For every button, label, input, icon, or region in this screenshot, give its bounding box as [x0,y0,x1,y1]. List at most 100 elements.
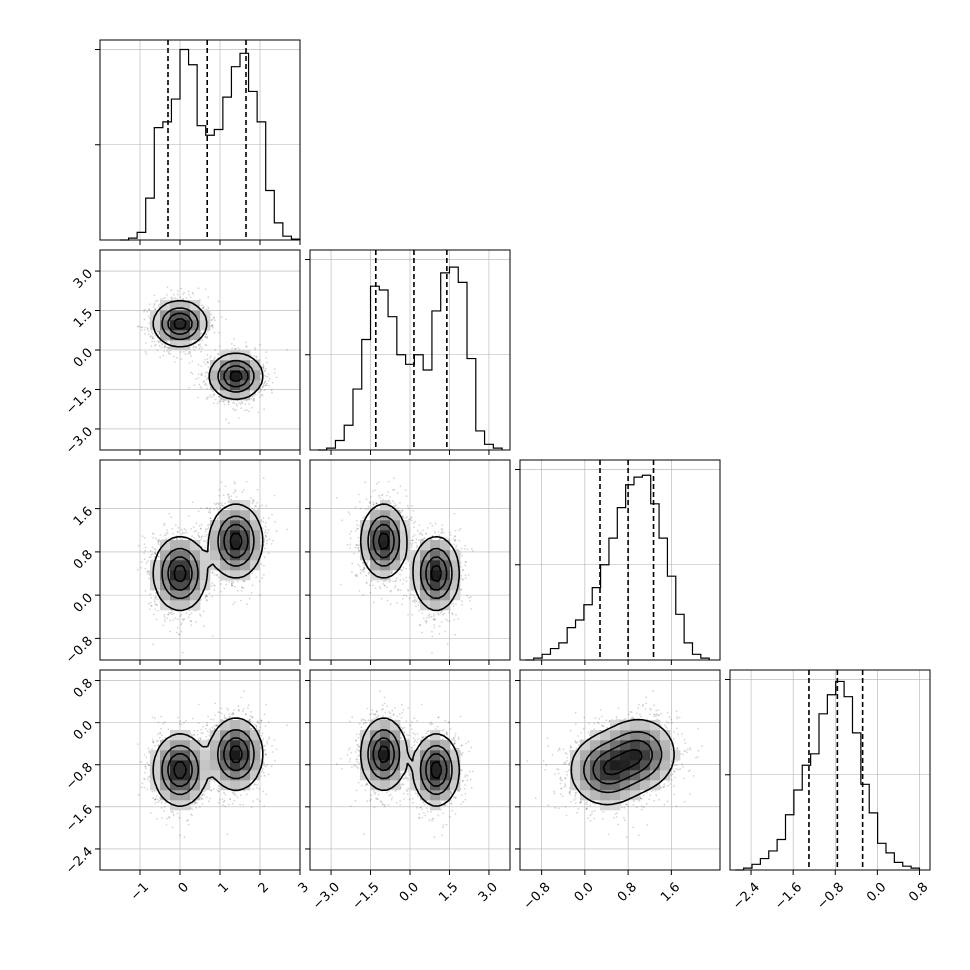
sample-point [238,347,240,349]
sample-point [188,515,190,517]
sample-point [204,359,206,361]
sample-point [147,560,149,562]
sample-point [187,353,189,355]
sample-point [144,333,146,335]
sample-point [213,402,215,404]
sample-point [265,368,267,370]
sample-point [201,373,203,375]
sample-point [206,371,208,373]
sample-point [180,624,182,626]
sample-point [265,529,267,531]
sample-point [156,619,158,621]
sample-point [262,521,264,523]
sample-point [249,598,251,600]
sample-point [175,617,177,619]
sample-point [203,307,205,309]
sample-point [230,495,232,497]
sample-point [176,357,178,359]
sample-point [200,538,202,540]
sample-point [145,590,147,592]
sample-point [189,614,191,616]
sample-point [166,350,168,352]
sample-point [207,308,209,310]
sample-point [251,398,253,400]
sample-point [258,412,260,414]
sample-point [201,339,203,341]
sample-point [207,358,209,360]
sample-point [216,507,218,509]
sample-point [148,323,150,325]
sample-point [232,402,234,404]
sample-point [148,333,150,335]
sample-point [264,389,266,391]
sample-point [166,346,168,348]
sample-point [207,528,209,530]
sample-point [252,584,254,586]
sample-point [192,501,194,503]
sample-point [259,581,261,583]
sample-point [147,573,149,575]
sample-point [183,351,185,353]
sample-point [217,353,219,355]
sample-point [236,404,238,406]
sample-point [265,375,267,377]
sample-point [206,336,208,338]
sample-point [177,298,179,300]
sample-point [148,556,150,558]
sample-point [234,483,236,485]
sample-point [158,331,160,333]
sample-point [188,387,190,389]
sample-point [192,292,194,294]
sample-point [145,327,147,329]
sample-point [201,347,203,349]
sample-point [167,533,169,535]
sample-point [263,408,265,410]
sample-point [160,534,162,536]
sample-point [240,600,242,602]
sample-point [262,364,264,366]
sample-point [286,529,288,531]
sample-point [211,596,213,598]
sample-point [195,378,197,380]
sample-point [234,409,236,411]
sample-point [168,353,170,355]
sample-point [207,354,209,356]
sample-point [255,576,257,578]
sample-point [206,361,208,363]
sample-point [144,558,146,560]
sample-point [272,540,274,542]
sample-point [206,595,208,597]
sample-point [256,502,258,504]
sample-point [150,597,152,599]
sample-point [188,617,190,619]
sample-point [231,347,233,349]
sample-point [213,393,215,395]
sample-point [195,522,197,524]
sample-point [232,585,234,587]
sample-point [268,385,270,387]
sample-point [258,392,260,394]
sample-point [158,342,160,344]
sample-point [242,491,244,493]
sample-point [171,614,173,616]
sample-point [146,562,148,564]
sample-point [266,540,268,542]
sample-point [210,396,212,398]
sample-point [154,599,156,601]
sample-point [264,370,266,372]
sample-point [175,524,177,526]
sample-point [215,399,217,401]
sample-point [182,652,184,654]
sample-point [248,403,250,405]
sample-point [217,509,219,511]
sample-point [209,510,211,512]
sample-point [220,481,222,483]
sample-point [258,508,260,510]
sample-point [250,355,252,357]
sample-point [148,331,150,333]
sample-point [177,618,179,620]
sample-point [260,519,262,521]
sample-point [194,531,196,533]
sample-point [244,410,246,412]
